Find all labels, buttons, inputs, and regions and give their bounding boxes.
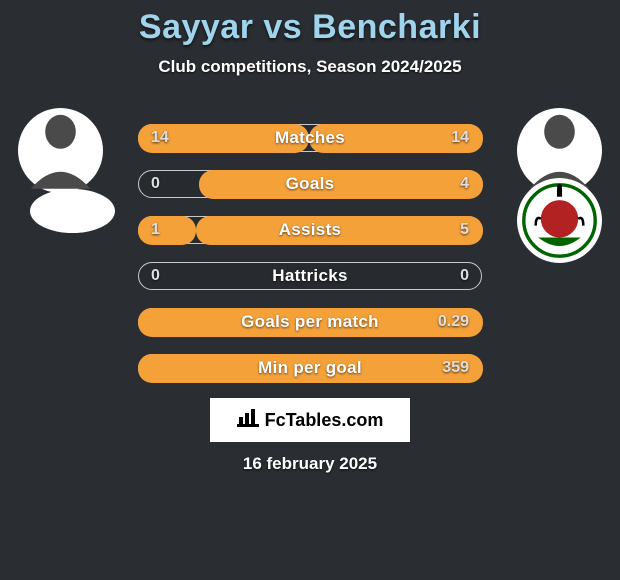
stat-label: Min per goal (139, 358, 481, 378)
stat-label: Matches (139, 128, 481, 148)
club-logo-right (517, 178, 602, 263)
date-text: 16 february 2025 (0, 454, 620, 474)
stat-label: Goals per match (139, 312, 481, 332)
stats-container: 14Matches140Goals41Assists50Hattricks0Go… (138, 124, 482, 400)
chart-icon (237, 407, 259, 433)
crest-icon (517, 178, 602, 263)
brand-badge[interactable]: FcTables.com (210, 398, 410, 442)
stat-value-right: 0 (460, 267, 469, 285)
page-title: Sayyar vs Bencharki (0, 0, 620, 47)
stat-value-right: 359 (442, 359, 469, 377)
club-logo-left (30, 168, 115, 253)
page-subtitle: Club competitions, Season 2024/2025 (0, 57, 620, 77)
stat-label: Goals (139, 174, 481, 194)
stat-row: Goals per match0.29 (138, 308, 482, 336)
stat-row: 0Hattricks0 (138, 262, 482, 290)
stat-label: Hattricks (139, 266, 481, 286)
stat-row: 0Goals4 (138, 170, 482, 198)
stat-value-right: 4 (460, 175, 469, 193)
stat-value-right: 0.29 (438, 313, 469, 331)
ellipse-icon (30, 189, 115, 233)
stat-value-right: 14 (451, 129, 469, 147)
stat-row: 14Matches14 (138, 124, 482, 152)
brand-text: FcTables.com (265, 410, 384, 431)
stat-row: Min per goal359 (138, 354, 482, 382)
stat-row: 1Assists5 (138, 216, 482, 244)
stat-label: Assists (139, 220, 481, 240)
stat-value-right: 5 (460, 221, 469, 239)
